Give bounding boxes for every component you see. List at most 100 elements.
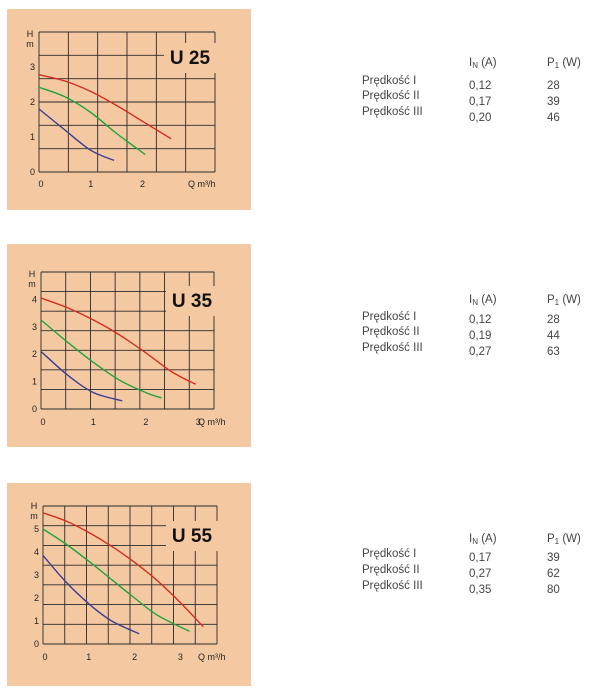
spec-row: 0,12 28 [362, 314, 582, 328]
y-tick-label: 4 [34, 547, 39, 557]
y-tick-label: 2 [30, 97, 35, 107]
series-line [42, 554, 140, 635]
series-line [38, 108, 115, 162]
series-line [40, 350, 123, 402]
x-tick-label: 0 [40, 417, 45, 427]
power-value: 44 [547, 330, 560, 342]
spec-row: Prędkość III [362, 106, 582, 120]
power-value: 46 [547, 112, 560, 124]
speed-label: Prędkość III [362, 580, 423, 592]
power-header: P1 (W) [547, 294, 581, 307]
speed-label: Prędkość III [362, 106, 423, 118]
y-tick-label: 5 [34, 524, 39, 534]
speed-label: Prędkość I [362, 311, 417, 323]
series-line [40, 319, 162, 399]
y-tick-label: 2 [34, 593, 39, 603]
x-axis-label: Q m³/h [198, 417, 226, 427]
power-header: P1 (W) [547, 533, 581, 546]
spec-row: Prędkość III [362, 580, 582, 594]
x-tick-label: 2 [143, 417, 148, 427]
speed-label: Prędkość II [362, 326, 420, 338]
power-value: 80 [547, 584, 560, 596]
current-value: 0,17 [469, 552, 492, 564]
y-tick-label: 1 [32, 377, 37, 387]
spec-row: 0,17 39 [362, 552, 582, 566]
speed-label: Prędkość II [362, 564, 420, 576]
x-tick-label: 3 [178, 652, 183, 662]
y-tick-label: 3 [32, 322, 37, 332]
speed-label: Prędkość I [362, 548, 417, 560]
current-value: 0,17 [469, 96, 492, 108]
spec-header: IN (A) P1 (W) [362, 294, 582, 308]
y-tick-label: 4 [32, 294, 37, 304]
y-tick-label: 1 [30, 132, 35, 142]
chart-title: U 35 [172, 291, 213, 312]
current-value: 0,12 [469, 314, 492, 326]
chart-u55: U 55 Hm 0 1 2 3 4 5 0 1 2 3 Q m³/h [30, 501, 226, 662]
y-axis-label: H [29, 269, 36, 279]
chart-title-box [166, 286, 218, 316]
y-tick-label: 0 [34, 639, 39, 649]
spec-row: Prędkość I [362, 75, 582, 89]
power-header: P1 (W) [547, 57, 581, 70]
y-tick-label: 0 [30, 167, 35, 177]
power-value: 39 [547, 96, 560, 108]
spec-row: 0,27 63 [362, 346, 582, 360]
spec-row: Prędkość II [362, 326, 582, 340]
x-tick-label: 1 [88, 179, 93, 189]
chart-u25: U 25 Hm 0 1 2 3 0 1 2 Q m³/h [26, 29, 216, 189]
spec-row: 0,12 28 [362, 80, 582, 94]
spec-row: Prędkość II [362, 90, 582, 104]
chart-title-box [166, 521, 218, 551]
current-value: 0,27 [469, 346, 492, 358]
x-tick-label: 1 [86, 652, 91, 662]
x-tick-label: 0 [42, 652, 47, 662]
power-value: 63 [547, 346, 560, 358]
spec-header: IN (A) P1 (W) [362, 57, 582, 71]
y-tick-label: 1 [34, 616, 39, 626]
power-value: 28 [547, 80, 560, 92]
y-tick-label: 3 [30, 62, 35, 72]
chart-title-box [164, 43, 216, 73]
chart-title: U 55 [172, 526, 213, 547]
current-header: IN (A) [469, 57, 497, 70]
y-tick-label: 0 [32, 404, 37, 414]
x-axis-label: Q m³/h [198, 652, 226, 662]
y-axis-unit: m [30, 511, 38, 521]
current-value: 0,27 [469, 568, 492, 580]
x-tick-label: 0 [38, 179, 43, 189]
spec-row: Prędkość III [362, 342, 582, 356]
spec-row: Prędkość I [362, 311, 582, 325]
y-axis-unit: m [28, 279, 36, 289]
chart-title: U 25 [170, 48, 211, 69]
series-line [42, 528, 190, 632]
x-tick-label: 3 [196, 417, 201, 427]
spec-row: Prędkość I [362, 548, 582, 562]
y-axis-label: H [31, 501, 38, 511]
y-axis-label: H [27, 29, 34, 39]
series-line [40, 297, 197, 385]
current-header: IN (A) [469, 533, 497, 546]
current-value: 0,12 [469, 80, 492, 92]
spec-header: IN (A) P1 (W) [362, 533, 582, 547]
spec-table-u25: IN (A) P1 (W) Prędkość I 0,12 28 Prędkoś… [362, 57, 582, 127]
current-value: 0,35 [469, 584, 492, 596]
current-value: 0,20 [469, 112, 492, 124]
spec-row: 0,27 62 [362, 568, 582, 582]
spec-row: 0,19 44 [362, 330, 582, 344]
series-line [42, 512, 204, 628]
spec-table-u55: IN (A) P1 (W) Prędkość I 0,17 39 Prędkoś… [362, 533, 582, 603]
spec-row: Prędkość II [362, 564, 582, 578]
spec-row: 0,17 39 [362, 96, 582, 110]
power-value: 28 [547, 314, 560, 326]
series-line [38, 74, 172, 140]
speed-label: Prędkość III [362, 342, 423, 354]
current-header: IN (A) [469, 294, 497, 307]
power-value: 62 [547, 568, 560, 580]
power-value: 39 [547, 552, 560, 564]
x-tick-label: 1 [91, 417, 96, 427]
